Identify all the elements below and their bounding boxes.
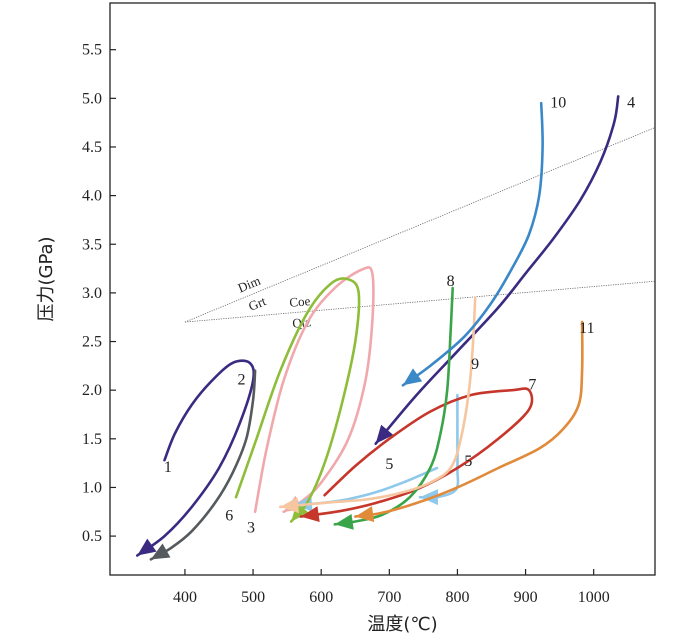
pt-path-11-arrowhead xyxy=(355,506,375,523)
x-tick-label: 900 xyxy=(514,589,538,606)
path-label-1: 1 xyxy=(164,459,172,476)
pt-path-7-arrowhead xyxy=(300,506,320,523)
pt-path-8 xyxy=(333,286,454,526)
x-axis-title: 温度(℃) xyxy=(367,614,437,635)
y-tick-label: 2.5 xyxy=(82,334,102,351)
y-tick-label: 4.0 xyxy=(82,188,102,205)
pt-path-5b-arrowhead xyxy=(419,489,438,506)
pt-path-2 xyxy=(149,369,257,561)
pt-path-10 xyxy=(401,101,544,387)
pt-path-11 xyxy=(354,320,584,518)
pt-path-4 xyxy=(374,95,620,445)
pt-path-5b xyxy=(418,393,460,500)
pt-path-8-arrowhead xyxy=(334,513,354,530)
y-tick-label: 4.5 xyxy=(82,139,102,156)
y-tick-label: 1.0 xyxy=(82,479,102,496)
path-label-5b: 5 xyxy=(464,453,472,470)
x-tick-label: 600 xyxy=(309,589,333,606)
pt-path-9-arrowhead xyxy=(280,497,299,514)
phase-label-upper: Dim xyxy=(235,273,262,296)
path-label-2: 2 xyxy=(237,371,245,388)
y-tick-label: 3.0 xyxy=(82,285,102,302)
y-tick-label: 5.0 xyxy=(82,90,102,107)
pt-paths xyxy=(136,95,620,561)
phase-boundary-coe-qtz xyxy=(184,280,656,323)
phase-boundary-dim-grt xyxy=(184,127,656,323)
pt-path-10-arrowhead xyxy=(402,368,423,386)
y-tick-label: 0.5 xyxy=(82,528,102,545)
path-label-10: 10 xyxy=(550,94,566,111)
pt-path-6 xyxy=(234,277,361,523)
phase-label-lower: Grt xyxy=(246,293,268,314)
path-label-6: 6 xyxy=(225,508,233,525)
y-axis-title: 压力(GPa) xyxy=(36,236,57,321)
pt-path-3 xyxy=(253,265,375,514)
phase-label-upper: Coe xyxy=(289,293,311,310)
chart-texts: 1 2 3 4 5 5 6 7 8 9 10 11 xyxy=(164,94,635,536)
x-tick-label: 400 xyxy=(173,589,197,606)
y-tick-label: 3.5 xyxy=(82,236,102,253)
x-tick-label: 700 xyxy=(377,589,401,606)
y-tick-label: 1.5 xyxy=(82,431,102,448)
x-tick-label: 800 xyxy=(445,589,469,606)
path-label-8: 8 xyxy=(447,273,455,290)
pt-path-7 xyxy=(299,387,534,518)
x-tick-label: 500 xyxy=(241,589,265,606)
path-label-7: 7 xyxy=(528,376,536,393)
path-label-3: 3 xyxy=(247,519,255,536)
pt-path-4-arrowhead xyxy=(375,424,394,444)
path-label-9: 9 xyxy=(471,356,479,373)
pt-path-9 xyxy=(279,296,477,509)
pt-path-1-arrowhead xyxy=(137,538,157,556)
y-tick-label: 2.0 xyxy=(82,382,102,399)
axes: 400 500 600 700 800 900 1000 0.5 1.0 1.5 2.0 2.5 3.0… xyxy=(36,2,656,635)
pt-path-2-arrowhead xyxy=(150,543,171,560)
x-tick-label: 1000 xyxy=(578,589,610,606)
y-tick-label: 5.5 xyxy=(82,42,102,59)
path-label-11: 11 xyxy=(579,320,594,337)
plot-frame xyxy=(109,2,656,576)
path-label-4: 4 xyxy=(627,94,635,111)
path-label-5: 5 xyxy=(385,456,393,473)
pt-path-1 xyxy=(136,359,256,557)
